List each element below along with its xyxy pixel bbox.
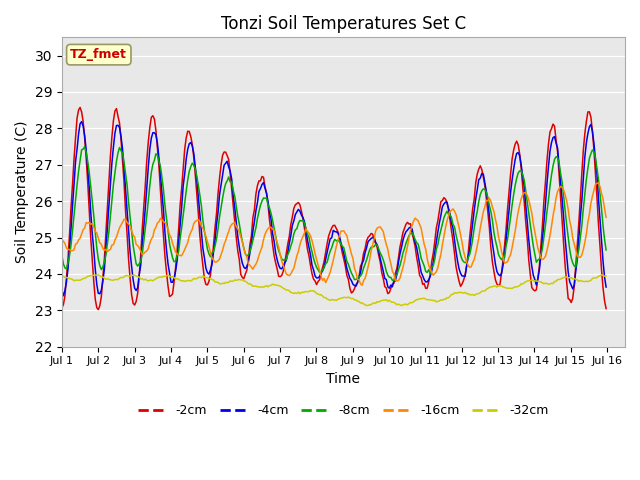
Legend: -2cm, -4cm, -8cm, -16cm, -32cm: -2cm, -4cm, -8cm, -16cm, -32cm [133, 399, 554, 422]
X-axis label: Time: Time [326, 372, 360, 386]
Text: TZ_fmet: TZ_fmet [70, 48, 127, 61]
Title: Tonzi Soil Temperatures Set C: Tonzi Soil Temperatures Set C [221, 15, 466, 33]
Y-axis label: Soil Temperature (C): Soil Temperature (C) [15, 121, 29, 263]
